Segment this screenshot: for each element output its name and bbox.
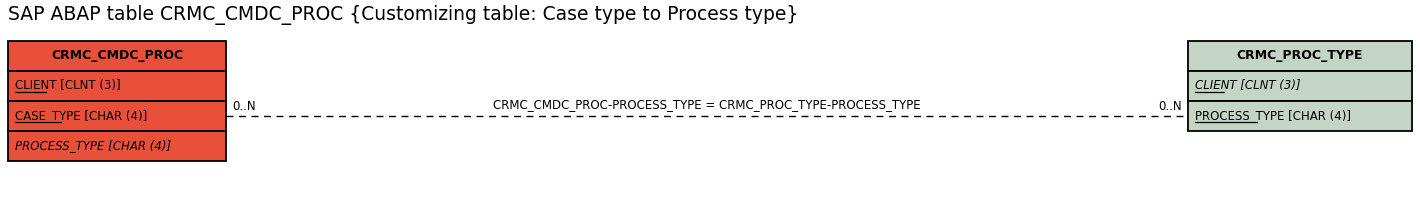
Text: CLIENT [CLNT (3)]: CLIENT [CLNT (3)] bbox=[1196, 79, 1301, 93]
Text: 0..N: 0..N bbox=[231, 100, 256, 113]
FancyBboxPatch shape bbox=[1189, 101, 1411, 131]
Text: 0..N: 0..N bbox=[1159, 100, 1181, 113]
Text: CASE_TYPE [CHAR (4)]: CASE_TYPE [CHAR (4)] bbox=[16, 109, 148, 123]
FancyBboxPatch shape bbox=[9, 131, 226, 161]
FancyBboxPatch shape bbox=[1189, 71, 1411, 101]
FancyBboxPatch shape bbox=[9, 71, 226, 101]
Text: CRMC_CMDC_PROC: CRMC_CMDC_PROC bbox=[51, 50, 183, 62]
Text: SAP ABAP table CRMC_CMDC_PROC {Customizing table: Case type to Process type}: SAP ABAP table CRMC_CMDC_PROC {Customizi… bbox=[9, 5, 798, 25]
Text: CLIENT [CLNT (3)]: CLIENT [CLNT (3)] bbox=[16, 79, 121, 93]
FancyBboxPatch shape bbox=[9, 41, 226, 71]
Text: CRMC_PROC_TYPE: CRMC_PROC_TYPE bbox=[1237, 50, 1363, 62]
Text: PROCESS_TYPE [CHAR (4)]: PROCESS_TYPE [CHAR (4)] bbox=[16, 139, 172, 152]
Text: CRMC_CMDC_PROC-PROCESS_TYPE = CRMC_PROC_TYPE-PROCESS_TYPE: CRMC_CMDC_PROC-PROCESS_TYPE = CRMC_PROC_… bbox=[493, 98, 920, 111]
FancyBboxPatch shape bbox=[1189, 41, 1411, 71]
FancyBboxPatch shape bbox=[9, 101, 226, 131]
Text: PROCESS_TYPE [CHAR (4)]: PROCESS_TYPE [CHAR (4)] bbox=[1196, 109, 1350, 123]
